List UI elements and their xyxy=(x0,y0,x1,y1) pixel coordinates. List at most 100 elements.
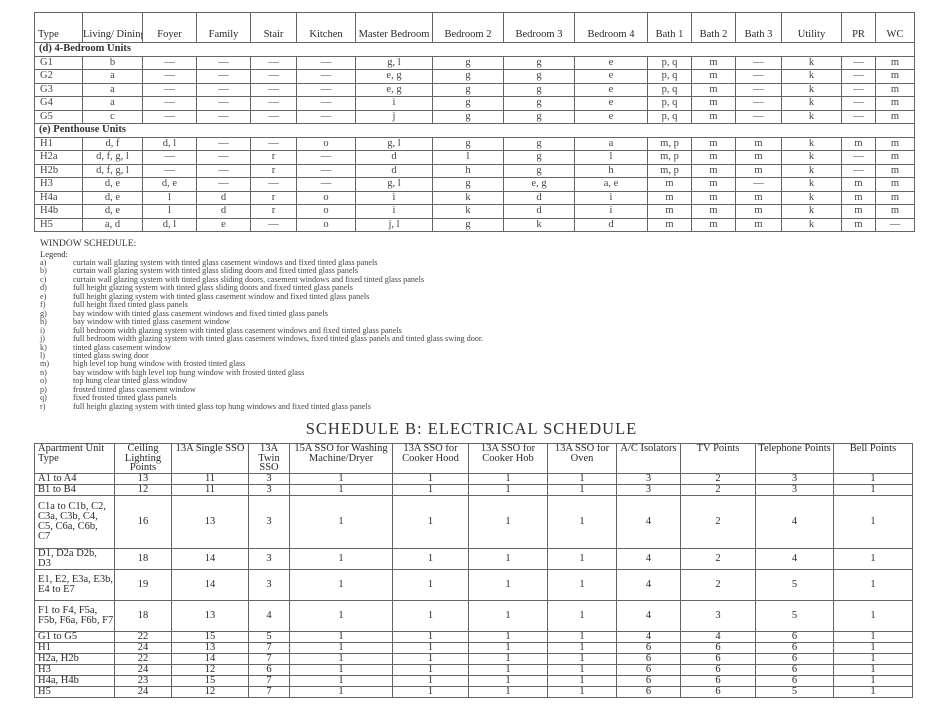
table-cell: 14 xyxy=(171,569,249,601)
column-header: Telephone Points xyxy=(755,443,834,474)
table-cell: 1 xyxy=(833,664,913,676)
table-cell: a, e xyxy=(574,177,648,192)
legend-key: d) xyxy=(40,283,47,293)
table-cell: d, l xyxy=(142,217,197,232)
column-header: TV Points xyxy=(680,443,756,474)
table-cell: 6 xyxy=(755,664,834,676)
table-cell: m xyxy=(841,190,876,205)
table-cell: — xyxy=(296,150,356,165)
table-cell: e xyxy=(196,217,251,232)
table-cell: 14 xyxy=(171,548,249,570)
legend-item: k) tinted glass casement window xyxy=(40,343,483,352)
legend-text: bay window with tinted glass casement wi… xyxy=(73,317,230,327)
table-cell: 1 xyxy=(468,642,548,654)
table-cell: i xyxy=(355,204,433,219)
table-cell: 6 xyxy=(616,664,681,676)
unit-type-cell: C1a to C1b, C2, C3a, C3b, C4, C5, C6a, C… xyxy=(34,495,115,549)
table-cell: 2 xyxy=(680,473,756,485)
table-cell: 4 xyxy=(616,548,681,570)
column-header: Bath 3 xyxy=(735,12,782,43)
table-cell: m xyxy=(691,177,736,192)
unit-type-cell: H3 xyxy=(34,664,115,676)
table-row: G2 a — — — — e, g g g e p, q m — k — m xyxy=(34,69,915,84)
table-cell: 5 xyxy=(755,686,834,698)
table-cell: g xyxy=(432,96,504,111)
legend-key: j) xyxy=(40,334,46,344)
unit-type-text: E1, E2, E3a, E3b, E4 to E7 xyxy=(38,574,113,595)
table-cell: 11 xyxy=(171,473,249,485)
table-cell: — xyxy=(875,217,915,232)
table-cell: — xyxy=(735,82,782,97)
table-row: H3 24 12 6 1 1 1 1 6 6 6 1 xyxy=(34,664,913,676)
table-cell: k xyxy=(503,217,575,232)
table-cell: k xyxy=(781,82,842,97)
table-cell: i xyxy=(355,96,433,111)
table-cell: 3 xyxy=(248,548,290,570)
table-cell: — xyxy=(735,96,782,111)
table-cell: 13 xyxy=(171,495,249,549)
table-cell: — xyxy=(196,136,251,151)
column-header: PR xyxy=(841,12,876,43)
unit-type-cell: A1 to A4 xyxy=(34,473,115,485)
table-cell: m xyxy=(875,96,915,111)
table-cell: m xyxy=(647,204,692,219)
table-cell: g xyxy=(432,109,504,124)
legend-text: tinted glass swing door xyxy=(73,350,149,360)
table-cell: m xyxy=(691,109,736,124)
table-cell: 3 xyxy=(755,484,834,496)
table-cell: g xyxy=(503,150,575,165)
table-cell: 6 xyxy=(680,686,756,698)
legend-item: j) full bedroom width glazing system with… xyxy=(40,334,483,344)
table-cell: 1 xyxy=(468,631,548,643)
table-cell: e xyxy=(574,82,648,97)
legend-text: curtain wall glazing system with tinted … xyxy=(73,274,425,284)
table-cell: 1 xyxy=(468,569,548,601)
table-cell: j, l xyxy=(355,217,433,232)
table-cell: o xyxy=(296,136,356,151)
table-cell: 23 xyxy=(114,675,172,687)
table-cell: g xyxy=(503,69,575,84)
table-row: G4 a — — — — i g g e p, q m — k — m xyxy=(34,96,915,111)
column-header: Master Bedroom xyxy=(355,12,433,43)
table-cell: m xyxy=(691,190,736,205)
table-cell: — xyxy=(841,150,876,165)
table-cell: 1 xyxy=(547,600,617,632)
table-cell: c xyxy=(82,109,143,124)
table-cell: 1 xyxy=(289,495,393,549)
table-cell: 24 xyxy=(114,642,172,654)
column-header: Bedroom 2 xyxy=(432,12,504,43)
table-cell: g xyxy=(503,109,575,124)
table-cell: 1 xyxy=(289,653,393,665)
table-cell: — xyxy=(841,163,876,178)
table-cell: 15 xyxy=(171,675,249,687)
column-header: Kitchen xyxy=(296,12,356,43)
table-cell: 6 xyxy=(616,675,681,687)
table-cell: 13 xyxy=(171,642,249,654)
table-cell: d, f, g, l xyxy=(82,150,143,165)
table-cell: h xyxy=(432,163,504,178)
unit-type-cell: B1 to B4 xyxy=(34,484,115,496)
column-header: 13A SSO for Cooker Hob xyxy=(468,443,548,474)
table-cell: 4 xyxy=(616,569,681,601)
table-cell: 7 xyxy=(248,653,290,665)
table-cell: 1 xyxy=(833,642,913,654)
legend-key: q) xyxy=(40,393,47,403)
table-cell: — xyxy=(196,82,251,97)
unit-type-cell: H1 xyxy=(34,136,83,151)
table-cell: m xyxy=(875,150,915,165)
table-cell: 4 xyxy=(616,631,681,643)
legend-item: m) high level top hung window with froste… xyxy=(40,359,483,368)
legend-item: a) curtain wall glazing system with tinte… xyxy=(40,258,483,267)
table-cell: — xyxy=(735,55,782,70)
table-cell: 7 xyxy=(248,686,290,698)
table-cell: 1 xyxy=(392,653,469,665)
table-cell: g xyxy=(503,82,575,97)
table-cell: e xyxy=(574,69,648,84)
table-cell: d xyxy=(355,163,433,178)
table-cell: — xyxy=(196,109,251,124)
legend-key: r) xyxy=(40,401,46,411)
table-cell: 12 xyxy=(171,664,249,676)
column-header: 13A SSO for Oven xyxy=(547,443,617,474)
unit-type-cell: H5 xyxy=(34,686,115,698)
electrical-table-header-row: Apartment Unit Type Ceiling Lighting Poin… xyxy=(34,443,913,474)
